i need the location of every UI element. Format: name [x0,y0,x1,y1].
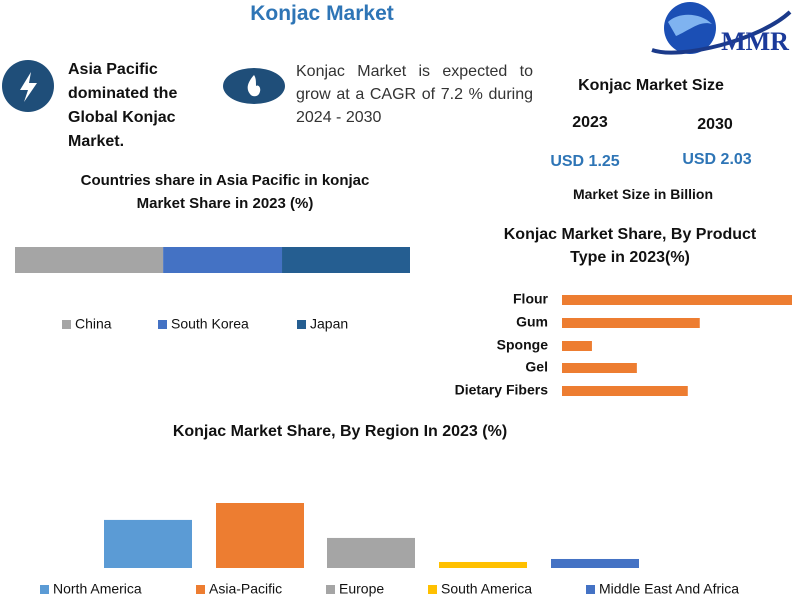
unit-note: Market Size in Billion [572,186,714,202]
chart-title: Countries share in Asia Pacific in konja… [80,172,370,212]
legend-label: Japan [310,316,348,332]
bar [562,386,688,396]
legend-swatch [297,320,306,329]
legend-label: China [75,316,112,332]
bolt-shape [20,72,37,102]
logo-land [668,14,712,36]
bar-segment [282,247,410,273]
bar [327,537,415,568]
bar [551,558,639,568]
year: 2023 [572,114,608,131]
legend-swatch [158,320,167,329]
legend-label: South America [441,581,532,597]
legend-label: Asia-Pacific [209,581,282,597]
legend-label: Middle East And Africa [599,581,739,597]
market-size-title: Konjac Market Size [578,77,724,94]
category-label: Dietary Fibers [455,382,549,398]
legend-swatch [586,585,595,594]
flame-shape [247,75,261,97]
legend-swatch [196,585,205,594]
logo-text: MMR [721,27,789,56]
market-value: USD 1.25 [550,153,620,170]
category-label: Gel [525,359,548,375]
highlight: Asia Pacific dominated the Global Konjac… [68,61,178,150]
bar-segment [15,247,164,273]
legend-swatch [62,320,71,329]
legend-swatch [428,585,437,594]
highlight: Konjac Market is expected to grow at a C… [296,63,533,126]
legend-label: South Korea [171,316,249,332]
logo-swoosh [651,10,792,55]
bar [104,519,192,568]
year: 2030 [697,116,733,133]
bar [562,363,637,373]
bar-segment [163,247,283,273]
chart-title: Konjac Market Share, By Product Type in … [503,226,757,266]
category-label: Gum [516,314,548,330]
category-label: Flour [513,291,549,307]
legend-label: North America [53,581,142,597]
market-value: USD 2.03 [682,151,752,168]
legend-swatch [326,585,335,594]
bar [562,341,592,351]
chart-title: Konjac Market Share, By Region In 2023 (… [172,423,508,440]
bar [439,561,527,568]
legend-swatch [40,585,49,594]
bar [562,295,792,305]
legend-label: Europe [339,581,384,597]
category-label: Sponge [497,337,549,353]
page-title: Konjac Market [250,2,394,25]
bar [216,503,304,568]
bar [562,318,700,328]
